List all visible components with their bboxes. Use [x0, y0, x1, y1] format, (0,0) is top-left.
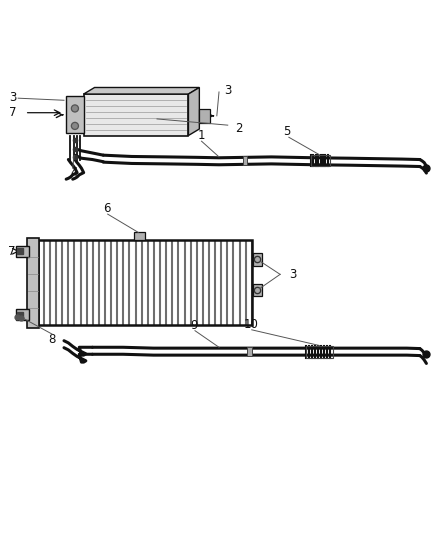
Text: 2: 2 [235, 122, 242, 134]
Text: 4: 4 [70, 166, 78, 179]
Text: 6: 6 [103, 203, 110, 215]
Circle shape [71, 105, 78, 112]
Polygon shape [188, 87, 199, 135]
Bar [66, 96, 84, 133]
Text: 3: 3 [9, 91, 17, 104]
Text: 3: 3 [289, 268, 296, 281]
Bar [16, 246, 29, 257]
Text: 5: 5 [283, 125, 290, 138]
Text: 8: 8 [49, 333, 56, 346]
Text: 7: 7 [8, 245, 15, 258]
Bar [134, 232, 145, 240]
Bar [84, 94, 188, 135]
Bar [16, 309, 29, 320]
Circle shape [71, 123, 78, 130]
Text: 9: 9 [191, 319, 198, 332]
Bar [27, 238, 39, 328]
Bar [253, 253, 262, 265]
Bar [311, 155, 330, 166]
Bar [243, 157, 247, 165]
Circle shape [73, 106, 77, 111]
Text: 10: 10 [244, 318, 258, 331]
Text: 7: 7 [9, 106, 17, 119]
Polygon shape [84, 87, 199, 94]
Bar [247, 347, 252, 357]
Text: 1: 1 [198, 128, 205, 142]
Circle shape [73, 124, 77, 128]
Bar [199, 109, 210, 123]
Bar [306, 345, 332, 358]
Text: 3: 3 [224, 84, 231, 97]
Bar [38, 240, 252, 326]
Bar [253, 284, 262, 296]
